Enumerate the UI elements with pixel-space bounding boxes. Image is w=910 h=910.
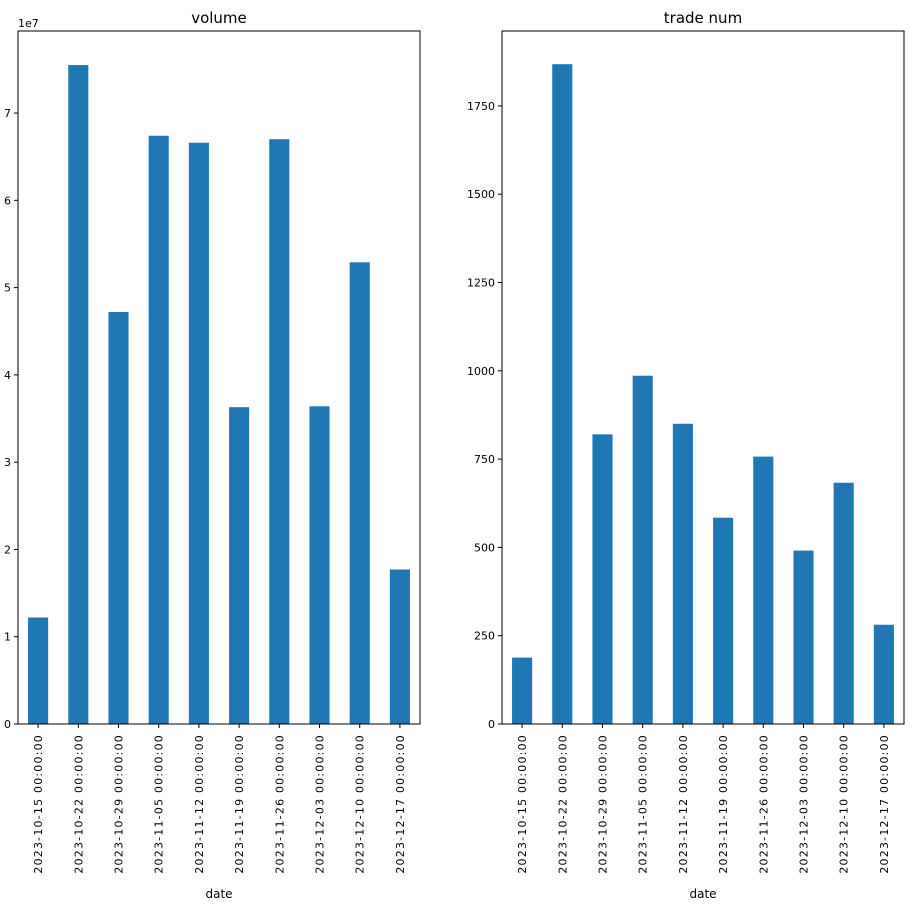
trade-num-xtick-label-9: 2023-12-17 00:00:00 (878, 734, 891, 874)
trade-num-ytick-label-2: 500 (474, 541, 495, 554)
trade-num-bar-1 (552, 64, 573, 724)
volume-ytick-label-7: 7 (4, 107, 11, 120)
volume-xtick-label-1: 2023-10-22 00:00:00 (72, 734, 85, 874)
volume-ytick-label-1: 1 (4, 631, 11, 644)
trade-num-ytick-label-6: 1500 (467, 188, 495, 201)
volume-ytick-label-0: 0 (4, 718, 11, 731)
volume-ytick-label-6: 6 (4, 194, 11, 207)
trade-num-ytick-label-3: 750 (474, 453, 495, 466)
trade-num-bar-9 (873, 624, 894, 724)
trade-num-ytick-label-0: 0 (488, 718, 495, 731)
volume-x-axis: 2023-10-15 00:00:00 2023-10-22 00:00:00 20… (32, 724, 407, 874)
volume-bar-2 (108, 312, 129, 724)
trade-num-xtick-label-1: 2023-10-22 00:00:00 (556, 734, 569, 874)
trade-num-bar-7 (793, 550, 814, 724)
volume-xtick-label-3: 2023-11-05 00:00:00 (153, 734, 166, 874)
trade-num-bars (512, 64, 894, 724)
volume-y-offset-label: 1e7 (18, 17, 39, 30)
volume-xtick-label-7: 2023-12-03 00:00:00 (314, 734, 327, 874)
trade-num-bar-5 (713, 517, 734, 724)
trade-num-xtick-label-4: 2023-11-12 00:00:00 (677, 734, 690, 874)
trade-num-ytick-label-7: 1750 (467, 100, 495, 113)
trade-num-ytick-label-1: 250 (474, 630, 495, 643)
trade-num-xtick-label-7: 2023-12-03 00:00:00 (798, 734, 811, 874)
trade-num-bar-8 (833, 482, 854, 724)
trade-num-bar-0 (512, 657, 533, 724)
volume-xtick-label-9: 2023-12-17 00:00:00 (394, 734, 407, 874)
trade-num-chart-title: trade num (664, 9, 742, 27)
trade-num-bar-6 (753, 456, 774, 724)
trade-num-plot-frame (501, 30, 905, 725)
volume-bars (28, 65, 410, 725)
volume-ytick-label-4: 4 (4, 369, 11, 382)
trade-num-ytick-label-4: 1000 (467, 365, 495, 378)
trade-num-chart: trade num 0 250 500 750 1000 1250 1500 1750 202… (467, 9, 905, 901)
trade-num-xtick-label-3: 2023-11-05 00:00:00 (637, 734, 650, 874)
volume-y-axis: 0 1 2 3 4 5 6 7 (4, 107, 18, 731)
volume-xtick-label-4: 2023-11-12 00:00:00 (193, 734, 206, 874)
trade-num-xtick-label-5: 2023-11-19 00:00:00 (717, 734, 730, 874)
volume-bar-1 (68, 65, 89, 724)
trade-num-bar-2 (592, 434, 613, 724)
volume-bar-9 (389, 569, 410, 724)
volume-bar-6 (269, 139, 290, 725)
trade-num-bar-3 (632, 375, 653, 724)
trade-num-x-axis: 2023-10-15 00:00:00 2023-10-22 00:00:00 20… (516, 724, 891, 874)
volume-bar-3 (148, 135, 169, 724)
trade-num-ytick-label-5: 1250 (467, 276, 495, 289)
trade-num-x-axis-label: date (689, 887, 716, 901)
volume-bar-5 (229, 407, 250, 724)
volume-ytick-label-5: 5 (4, 282, 11, 295)
trade-num-xtick-label-2: 2023-10-29 00:00:00 (597, 734, 610, 874)
volume-xtick-label-6: 2023-11-26 00:00:00 (273, 734, 286, 874)
volume-xtick-label-8: 2023-12-10 00:00:00 (354, 734, 367, 874)
volume-plot-frame (17, 30, 421, 725)
volume-bar-0 (28, 617, 49, 724)
volume-xtick-label-2: 2023-10-29 00:00:00 (113, 734, 126, 874)
volume-bar-7 (309, 406, 330, 724)
trade-num-bar-4 (672, 423, 693, 724)
volume-bar-8 (349, 262, 370, 724)
volume-xtick-label-0: 2023-10-15 00:00:00 (32, 734, 45, 874)
volume-ytick-label-3: 3 (4, 456, 11, 469)
volume-xtick-label-5: 2023-11-19 00:00:00 (233, 734, 246, 874)
volume-x-axis-label: date (205, 887, 232, 901)
trade-num-xtick-label-6: 2023-11-26 00:00:00 (757, 734, 770, 874)
trade-num-xtick-label-8: 2023-12-10 00:00:00 (838, 734, 851, 874)
volume-bar-4 (188, 142, 209, 724)
trade-num-xtick-label-0: 2023-10-15 00:00:00 (516, 734, 529, 874)
volume-ytick-label-2: 2 (4, 543, 11, 556)
trade-num-y-axis: 0 250 500 750 1000 1250 1500 1750 (467, 100, 502, 731)
volume-chart-title: volume (191, 9, 247, 27)
